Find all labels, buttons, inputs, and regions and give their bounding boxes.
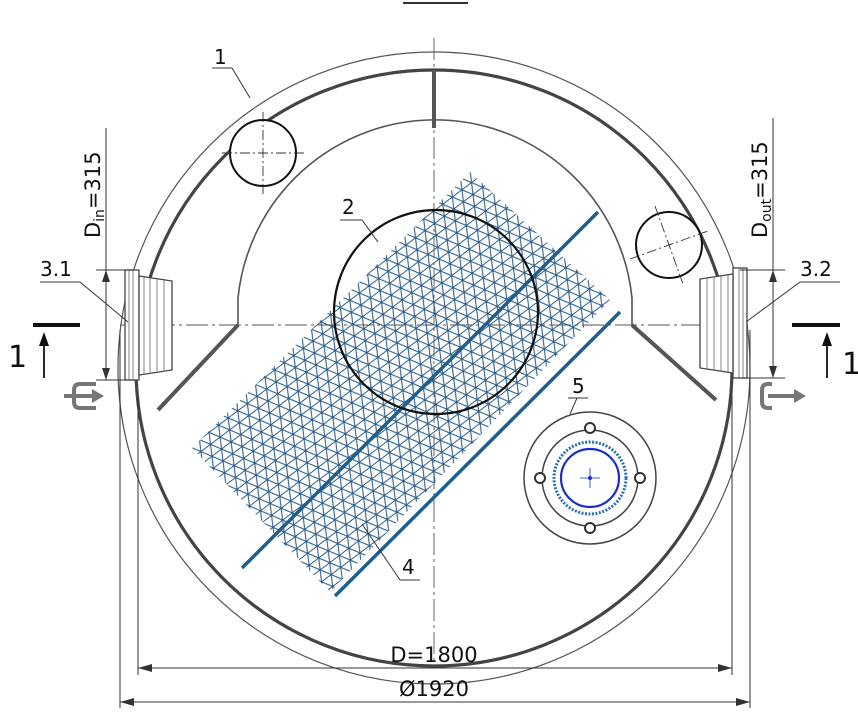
outer-diameter-dimension <box>119 330 751 708</box>
section-marker-right <box>792 323 840 378</box>
section-marker-left <box>33 323 80 378</box>
callout-3-1: 3.1 <box>40 257 72 281</box>
callout-5-leader <box>568 397 588 415</box>
left-partition <box>156 323 240 412</box>
filter-mesh <box>192 172 610 592</box>
riser-5 <box>523 411 657 545</box>
vent-opening-right <box>629 205 709 285</box>
inlet-diameter-label: Din=315 <box>81 151 108 238</box>
callout-4: 4 <box>402 555 415 579</box>
inlet-diameter-dimension <box>96 128 135 381</box>
callout-2: 2 <box>342 195 355 219</box>
outlet-diameter-label: Dout=315 <box>748 141 775 238</box>
outlet-arrow-icon <box>760 382 806 410</box>
inlet-pipe-3-1 <box>124 269 173 381</box>
inner-diameter-dimension <box>137 390 733 675</box>
vent-opening-left <box>222 112 304 194</box>
outlet-diameter-dimension <box>740 118 785 379</box>
right-partition <box>630 323 718 402</box>
outlet-pipe-3-2 <box>699 267 748 379</box>
callout-5: 5 <box>572 374 585 398</box>
callout-4-leader <box>361 523 420 581</box>
baffle-upper <box>240 210 600 570</box>
callout-1-leader <box>212 67 251 99</box>
section-label-right: 1 <box>842 347 858 382</box>
callout-3-1-leader <box>40 281 129 323</box>
callout-1: 1 <box>214 45 227 69</box>
callout-3-2-leader <box>745 281 840 323</box>
section-label-left: 1 <box>8 340 27 375</box>
inner-diameter-label: D=1800 <box>390 643 477 667</box>
callout-3-2: 3.2 <box>800 257 832 281</box>
callout-2-leader <box>340 219 379 243</box>
manhole-2 <box>332 208 540 416</box>
baffle-lower <box>333 310 622 598</box>
inlet-arrow-icon <box>64 382 104 410</box>
outer-diameter-label: Ø1920 <box>399 677 469 701</box>
